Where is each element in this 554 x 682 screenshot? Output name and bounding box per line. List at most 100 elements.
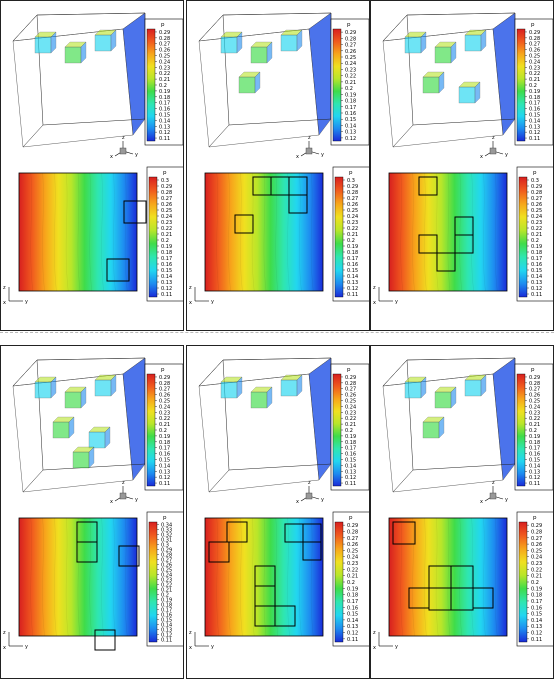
colorbar-tick-label: 0.25 [345, 399, 356, 405]
cube-view [198, 357, 332, 493]
colorbar-tick-label: 0.16 [161, 262, 172, 268]
colorbar-tick-label: 0.28 [161, 553, 172, 559]
colorbar-tick-label: 0.17 [345, 105, 356, 111]
axis-triad: z y x [373, 285, 398, 306]
axis-label-v: z [373, 285, 376, 291]
colorbar-tick-label: 0.14 [531, 274, 542, 280]
colorbar-tick-label: 0.25 [529, 54, 540, 60]
section-colorbar: p 0.290.280.270.260.250.240.230.220.210.2… [332, 511, 372, 647]
axis-label-x: x [296, 154, 299, 160]
colorbar-tick-label: 0.17 [161, 256, 172, 262]
colorbar-tick-label: 0.25 [347, 208, 358, 214]
colorbar-tick-label: 0.19 [161, 598, 172, 604]
solid-block-outline [302, 541, 322, 561]
solid-block-outline [288, 194, 308, 214]
axis-label-h: y [395, 299, 398, 305]
section-colorbar: p 0.290.280.270.260.250.240.230.220.210.2… [516, 511, 554, 647]
axis-label-v: z [189, 630, 192, 636]
colorbar-tick-label: 0.15 [159, 457, 170, 463]
colorbar-tick-label: 0.26 [161, 202, 172, 208]
simulation-panel: p 0.29 0.28 0.27 0.26 0.25 0.24 0.23 0.22 0.21 0.2… [0, 345, 186, 679]
colorbar-tick-label: 0.28 [347, 190, 358, 196]
colorbar-tick-label: 0.15 [345, 457, 356, 463]
axis-label-z: z [308, 480, 311, 486]
colorbar-tick-label: 0.14 [347, 274, 358, 280]
colorbar-title: p [347, 22, 351, 28]
colorbar-tick-label: 0.15 [159, 112, 170, 118]
axis-label-o: x [189, 300, 192, 306]
colorbar-tick-label: 0.19 [161, 244, 172, 250]
colorbar-tick-label: 0.21 [529, 77, 540, 83]
colorbar-tick-label: 0.15 [531, 612, 542, 618]
colorbar-title: p [163, 515, 167, 521]
colorbar-title: p [533, 515, 537, 521]
colorbar-tick-label: 0.23 [531, 220, 542, 226]
colorbar-tick-label: 0.25 [161, 208, 172, 214]
axis-label-x: x [110, 499, 113, 505]
cube-block [404, 376, 427, 399]
cube-block [220, 31, 243, 54]
colorbar-tick-label: 0.26 [347, 542, 358, 548]
solid-block-outline [226, 521, 248, 543]
colorbar-tick-label: 0.13 [345, 469, 356, 475]
colorbar-tick-label: 0.22 [531, 567, 542, 573]
colorbar-tick-label: 0.28 [345, 36, 356, 42]
colorbar-tick-label: 0.12 [161, 286, 172, 292]
colorbar-tick-label: 0.13 [345, 130, 356, 136]
colorbar-tick-label: 0.18 [531, 250, 542, 256]
solid-block-outline [472, 587, 494, 609]
colorbar-tick-label: 0.11 [529, 481, 540, 487]
colorbar-tick-label: 0.27 [161, 558, 172, 564]
colorbar-tick-label: 0.15 [531, 268, 542, 274]
colorbar-tick-label: 0.11 [347, 292, 358, 298]
row-separator [0, 332, 554, 333]
colorbar-tick-label: 0.17 [529, 101, 540, 107]
solid-block-outline [106, 258, 130, 282]
colorbar-tick-label: 0.13 [529, 124, 540, 130]
colorbar-tick-label: 0.11 [529, 136, 540, 142]
colorbar-tick-label: 0.33 [161, 528, 172, 534]
simulation-panel: p 0.29 0.28 0.27 0.26 0.25 0.24 0.23 0.22 0.21 0.2… [370, 0, 554, 331]
colorbar-tick-label: 0.18 [529, 440, 540, 446]
cube-block [422, 71, 445, 94]
colorbar-tick-label: 0.23 [347, 220, 358, 226]
colorbar-tick-label: 0.14 [161, 623, 172, 629]
colorbar-tick-label: 0.25 [345, 55, 356, 61]
colorbar-tick-label: 0.28 [347, 529, 358, 535]
solid-block-outline [234, 214, 254, 234]
cube-block [88, 426, 111, 449]
colorbar-tick-label: 0.28 [159, 381, 170, 387]
colorbar-title: p [163, 170, 167, 176]
cube-block [64, 386, 87, 409]
colorbar-tick-label: 0.23 [529, 65, 540, 71]
axis-label-x: x [480, 499, 483, 505]
colorbar-tick-label: 0.17 [347, 599, 358, 605]
axis-label-x: x [480, 154, 483, 160]
solid-block-outline [436, 252, 456, 272]
axis-label-y: y [505, 152, 508, 158]
colorbar-tick-label: 0.21 [347, 232, 358, 238]
colorbar-tick-label: 0.11 [161, 292, 172, 298]
cube-block [220, 376, 243, 399]
colorbar-tick-label: 0.3 [531, 178, 539, 184]
cube-block [250, 386, 273, 409]
colorbar-tick-label: 0.17 [529, 446, 540, 452]
colorbar-tick-label: 0.2 [529, 83, 537, 89]
cube-block [64, 41, 87, 64]
axis-label-x: x [110, 154, 113, 160]
cube-colorbar: p 0.290.280.270.260.250.240.230.220.210.2… [330, 363, 370, 491]
axis-label-z: z [122, 135, 125, 141]
colorbar-tick-label: 0.22 [161, 226, 172, 232]
colorbar-tick-label: 0.24 [161, 214, 172, 220]
colorbar-tick-label: 0.19 [345, 92, 356, 98]
colorbar-tick-label: 0.12 [159, 130, 170, 136]
colorbar-tick-label: 0.12 [529, 475, 540, 481]
colorbar-tick-label: 0.26 [531, 202, 542, 208]
colorbar-tick-label: 0.16 [529, 452, 540, 458]
axis-label-h: y [395, 644, 398, 650]
colorbar-tick-label: 0.27 [159, 387, 170, 393]
colorbar-tick-label: 0.23 [345, 67, 356, 73]
cube-block [422, 416, 445, 439]
colorbar-tick-label: 0.26 [531, 542, 542, 548]
colorbar-tick-label: 0.23 [161, 578, 172, 584]
